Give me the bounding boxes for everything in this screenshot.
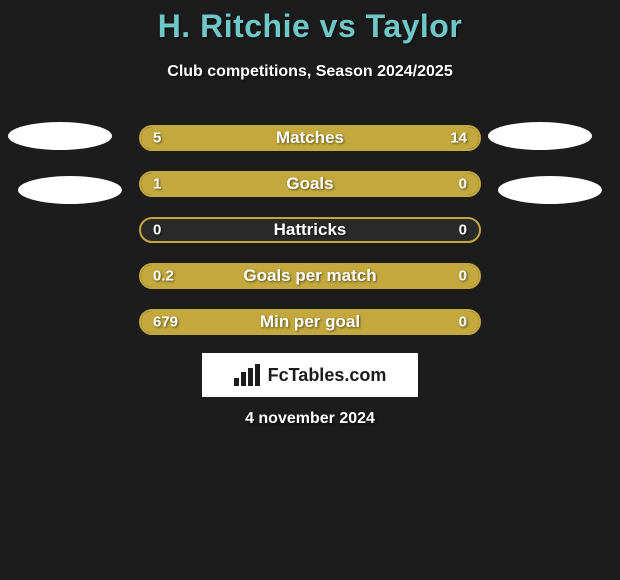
brand-text: FcTables.com <box>268 365 387 386</box>
stat-bar-left-value: 0 <box>153 222 161 239</box>
stat-bar: Goals10 <box>139 171 481 197</box>
stats-canvas: H. Ritchie vs Taylor Club competitions, … <box>0 0 620 580</box>
date-label: 4 november 2024 <box>0 410 620 428</box>
stat-bar-left-fill <box>141 311 479 333</box>
stat-bar-right-value: 0 <box>459 222 467 239</box>
brand-badge: FcTables.com <box>202 353 418 397</box>
decorative-ellipse <box>18 176 122 204</box>
stat-bar: Matches514 <box>139 125 481 151</box>
stat-bar: Goals per match0.20 <box>139 263 481 289</box>
decorative-ellipse <box>498 176 602 204</box>
bar-chart-icon <box>234 364 262 386</box>
stat-bar-right-fill <box>230 127 479 149</box>
stat-bar-right-fill <box>413 173 479 195</box>
stat-bar-left-fill <box>141 173 413 195</box>
decorative-ellipse <box>8 122 112 150</box>
stat-bar-left-fill <box>141 127 230 149</box>
decorative-ellipse <box>488 122 592 150</box>
subtitle: Club competitions, Season 2024/2025 <box>0 63 620 81</box>
stat-bar-label: Hattricks <box>141 220 479 240</box>
page-title: H. Ritchie vs Taylor <box>0 8 620 45</box>
stat-bar: Hattricks0 0 <box>139 217 481 243</box>
stat-bar-left-fill <box>141 265 479 287</box>
stat-bar: Min per goal6790 <box>139 309 481 335</box>
